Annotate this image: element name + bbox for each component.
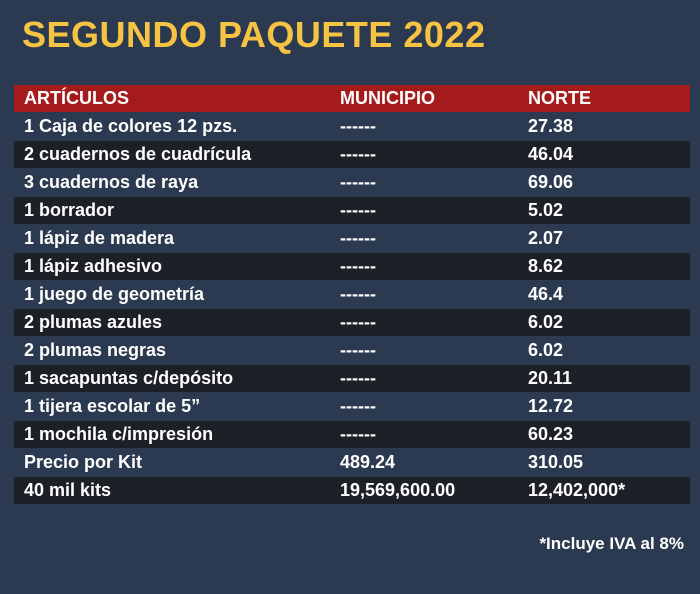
table-cell: 3 cuadernos de raya [14,168,330,197]
table-row: 2 plumas negras ------ 6.02 [14,336,690,365]
table-cell: 310.05 [518,448,690,477]
table-row: 3 cuadernos de raya ------ 69.06 [14,168,690,197]
table-row: 1 mochila c/impresión ------ 60.23 [14,420,690,449]
table-cell: 2 plumas negras [14,336,330,365]
table-cell: ------ [330,112,518,141]
table-cell: 489.24 [330,448,518,477]
table-cell: 2.07 [518,224,690,253]
table-cell: ------ [330,392,518,421]
table-cell: 1 borrador [14,196,330,225]
table-cell: 40 mil kits [14,476,330,505]
table-cell: 1 lápiz adhesivo [14,252,330,281]
table-row: 1 lápiz de madera ------ 2.07 [14,224,690,253]
table-cell: 19,569,600.00 [330,476,518,505]
table-cell: 60.23 [518,420,690,449]
table-cell: ------ [330,420,518,449]
table-row: 1 Caja de colores 12 pzs. ------ 27.38 [14,112,690,141]
table-cell: 1 mochila c/impresión [14,420,330,449]
table-cell: 1 Caja de colores 12 pzs. [14,112,330,141]
table-cell: 2 cuadernos de cuadrícula [14,140,330,169]
table-cell: 46.04 [518,140,690,169]
table-cell: Precio por Kit [14,448,330,477]
footnote: *Incluye IVA al 8% [539,534,684,553]
table-cell: ------ [330,140,518,169]
header-cell: NORTE [518,85,690,113]
table-cell: ------ [330,224,518,253]
table-cell: ------ [330,252,518,281]
table-row: 2 cuadernos de cuadrícula ------ 46.04 [14,140,690,169]
table-row: 1 juego de geometría ------ 46.4 [14,280,690,309]
table-cell: ------ [330,336,518,365]
table-cell: 20.11 [518,364,690,393]
header-cell: MUNICIPIO [330,85,518,113]
table-body: 1 Caja de colores 12 pzs. ------ 27.38 2 cu… [14,112,690,505]
header-cell: ARTÍCULOS [14,85,330,113]
table-cell: 12,402,000* [518,476,690,505]
table-cell: 12.72 [518,392,690,421]
table-cell: 69.06 [518,168,690,197]
table-cell: ------ [330,280,518,309]
table-row: 1 borrador ------ 5.02 [14,196,690,225]
table-cell: ------ [330,168,518,197]
table-cell: ------ [330,308,518,337]
table-row: 40 mil kits 19,569,600.00 12,402,000* [14,476,690,505]
table-row: 1 tijera escolar de 5” ------ 12.72 [14,392,690,421]
table-cell: 1 sacapuntas c/depósito [14,364,330,393]
table-cell: 1 lápiz de madera [14,224,330,253]
table-row: Precio por Kit 489.24 310.05 [14,448,690,477]
table-cell: 27.38 [518,112,690,141]
table-cell: 8.62 [518,252,690,281]
table-row: 1 sacapuntas c/depósito ------ 20.11 [14,364,690,393]
table-cell: 6.02 [518,336,690,365]
title: SEGUNDO PAQUETE 2022 [22,14,486,55]
table-cell: 2 plumas azules [14,308,330,337]
table-cell: 1 tijera escolar de 5” [14,392,330,421]
table-cell: 6.02 [518,308,690,337]
table-cell: ------ [330,364,518,393]
table-cell: 5.02 [518,196,690,225]
table-cell: 46.4 [518,280,690,309]
table-cell: 1 juego de geometría [14,280,330,309]
price-table: ARTÍCULOS MUNICIPIO NORTE 1 Caja de colore… [14,85,690,505]
table-row: 1 lápiz adhesivo ------ 8.62 [14,252,690,281]
table-row: 2 plumas azules ------ 6.02 [14,308,690,337]
table-cell: ------ [330,196,518,225]
header-row: ARTÍCULOS MUNICIPIO NORTE [14,85,690,113]
